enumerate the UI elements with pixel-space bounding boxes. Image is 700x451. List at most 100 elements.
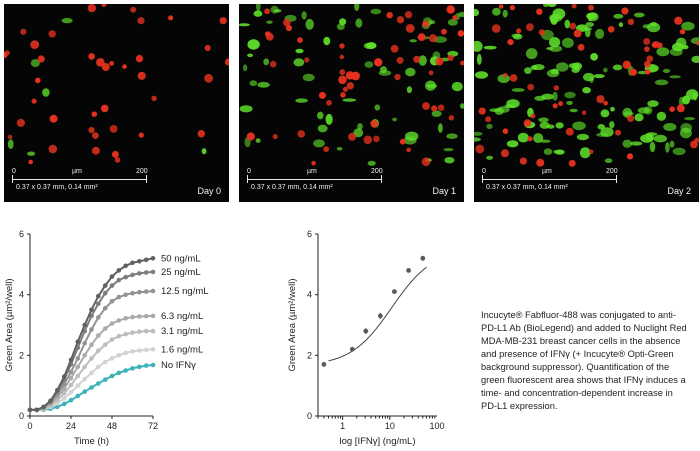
red-cell [122, 64, 127, 69]
data-point [116, 333, 122, 339]
data-point [102, 359, 108, 365]
scale-unit: µm [542, 168, 552, 175]
y-tick-label: 0 [307, 411, 312, 421]
data-point [116, 370, 122, 376]
red-cell [571, 4, 577, 9]
y-tick-label: 2 [19, 350, 24, 360]
green-cell [342, 98, 357, 102]
red-cell [596, 95, 605, 104]
data-point [137, 348, 142, 353]
red-cell [265, 32, 274, 41]
green-cell [555, 122, 564, 129]
data-point [102, 326, 108, 331]
red-cell [428, 34, 438, 43]
green-cell [642, 24, 650, 29]
green-cell [543, 148, 553, 155]
green-cell [612, 64, 623, 71]
red-cell [168, 15, 174, 21]
green-cell [609, 121, 615, 129]
green-cell [247, 39, 260, 50]
data-point [143, 328, 149, 334]
green-cell [656, 47, 670, 57]
red-cell [346, 82, 354, 90]
green-cell [691, 55, 699, 63]
red-cell [536, 8, 543, 15]
red-cell [88, 127, 95, 134]
data-point [55, 404, 60, 410]
scale-unit: µm [72, 168, 82, 175]
red-cell [588, 4, 594, 11]
green-cell [336, 147, 343, 151]
green-cell [637, 107, 650, 114]
x-axis-label: log [IFNγ] (ng/mL) [339, 436, 415, 447]
data-point [82, 322, 87, 328]
data-point [123, 263, 128, 269]
green-cell [656, 111, 667, 121]
green-cell [600, 127, 614, 137]
green-cell [525, 48, 538, 60]
green-cell [392, 117, 397, 122]
data-point [102, 306, 108, 311]
data-point [34, 407, 40, 413]
red-cell [413, 55, 421, 63]
red-cell [339, 54, 344, 60]
day-label: Day 0 [197, 186, 221, 196]
red-cell [507, 39, 514, 46]
red-cell [573, 29, 582, 38]
data-point [68, 375, 74, 381]
data-point [102, 283, 108, 288]
data-point [130, 349, 135, 354]
data-point [321, 362, 327, 367]
green-cell [253, 10, 263, 17]
red-cell [588, 149, 594, 155]
x-tick-label: 72 [148, 421, 158, 431]
data-point [109, 321, 115, 326]
data-point [61, 396, 67, 401]
green-cell [590, 53, 598, 61]
red-cell [431, 105, 438, 112]
data-point [143, 257, 149, 263]
data-point [150, 269, 156, 275]
data-point [150, 313, 156, 319]
green-cell [511, 88, 525, 92]
red-cell [370, 119, 379, 128]
green-cell [366, 42, 376, 49]
green-cell [255, 138, 261, 144]
red-cell [421, 157, 431, 167]
green-cell [256, 4, 261, 12]
green-cell [42, 88, 50, 97]
red-cell [351, 71, 360, 81]
data-point [137, 259, 142, 264]
green-cell [405, 67, 416, 77]
green-cell [247, 53, 254, 58]
data-point [116, 294, 122, 300]
figure-description: Incucyte® Fabfluor-488 was conjugated to… [481, 310, 687, 411]
red-cell [448, 115, 454, 121]
red-cell [457, 30, 464, 37]
image-dimensions: 0.37 x 0.37 mm, 0.14 mm² [251, 184, 333, 191]
data-point [89, 327, 94, 332]
red-cell [151, 95, 157, 102]
green-cell [443, 148, 454, 152]
red-cell [441, 28, 447, 35]
red-cell [374, 58, 383, 67]
green-cell [492, 7, 501, 16]
red-cell [452, 15, 458, 21]
red-cell [498, 4, 504, 9]
series-label: 1.6 ng/mL [161, 344, 203, 355]
data-point [102, 290, 108, 296]
data-point [123, 331, 128, 337]
data-point [61, 374, 67, 379]
data-point [109, 373, 115, 379]
red-cell [446, 5, 455, 14]
red-cell [646, 55, 654, 62]
red-cell [530, 113, 536, 119]
red-cell [615, 129, 621, 136]
green-cell [593, 74, 605, 79]
green-cell [649, 141, 656, 153]
red-cell [114, 157, 121, 163]
red-cell [224, 58, 229, 66]
data-point [68, 390, 74, 395]
red-cell [536, 158, 545, 167]
red-cell [621, 7, 629, 15]
